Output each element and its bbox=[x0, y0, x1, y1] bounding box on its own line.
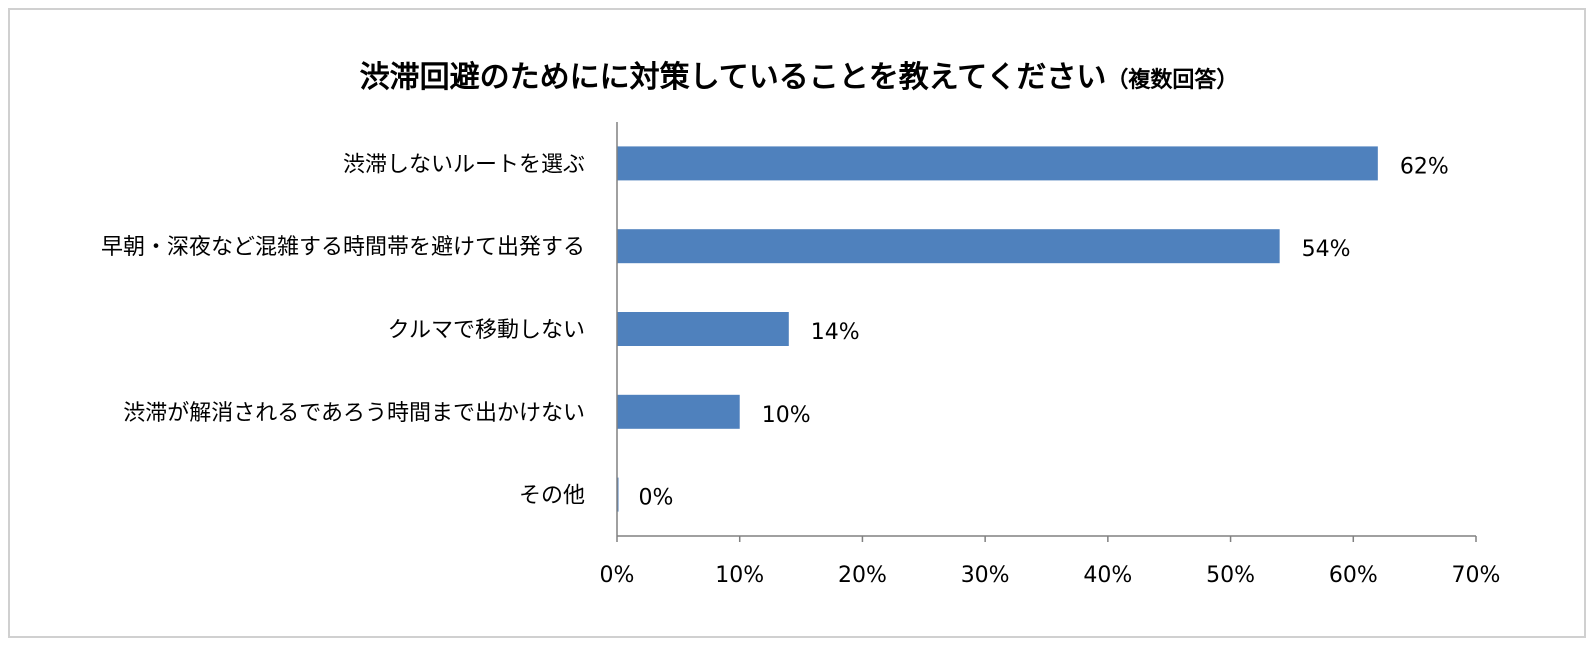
bar-3 bbox=[617, 312, 789, 346]
category-label-5: その他 bbox=[519, 484, 585, 509]
chart-frame: 渋滞回避のためにに対策していることを教えてください（複数回答） bbox=[8, 8, 1586, 638]
data-label-2: 54% bbox=[1302, 237, 1351, 262]
data-label-4: 10% bbox=[762, 403, 811, 428]
x-tick-label-3: 30% bbox=[961, 563, 1010, 588]
data-label-1: 62% bbox=[1400, 154, 1449, 179]
x-tick-label-6: 60% bbox=[1329, 563, 1378, 588]
x-tick-label-5: 50% bbox=[1206, 563, 1255, 588]
data-label-3: 14% bbox=[811, 320, 860, 345]
bar-2 bbox=[617, 229, 1280, 264]
chart-title-main: 渋滞回避のためにに対策していることを教えてください bbox=[359, 60, 1107, 95]
category-label-3: クルマで移動しない bbox=[388, 318, 585, 343]
x-tick-label-4: 40% bbox=[1083, 563, 1132, 588]
data-label-5: 0% bbox=[639, 486, 674, 511]
category-label-2: 早朝・深夜など混雑する時間帯を避けて出発する bbox=[101, 235, 585, 260]
x-tick-label-0: 0% bbox=[600, 563, 635, 588]
chart-title: 渋滞回避のためにに対策していることを教えてください（複数回答） bbox=[10, 52, 1588, 96]
chart-title-sub: （複数回答） bbox=[1106, 68, 1239, 93]
category-label-1: 渋滞しないルートを選ぶ bbox=[343, 152, 585, 177]
x-tick-label-7: 70% bbox=[1452, 563, 1501, 588]
category-label-4: 渋滞が解消されるであろう時間まで出かけない bbox=[123, 401, 585, 426]
x-tick-label-2: 20% bbox=[838, 563, 887, 588]
bar-4 bbox=[617, 394, 740, 429]
bar-1 bbox=[617, 146, 1378, 181]
x-tick-label-1: 10% bbox=[715, 563, 764, 588]
